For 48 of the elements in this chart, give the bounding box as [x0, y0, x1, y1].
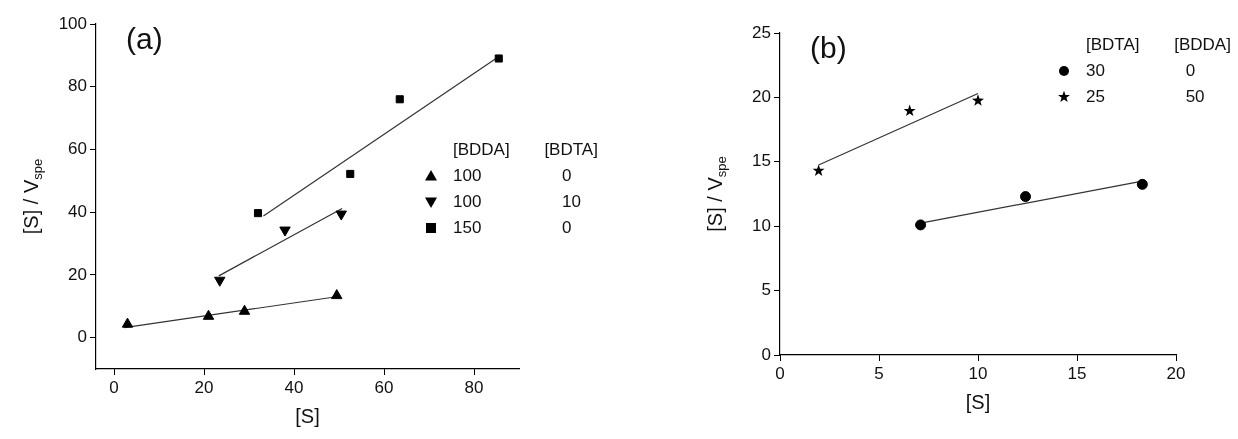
- y-tick-label: 80: [68, 76, 87, 96]
- point: [494, 54, 503, 63]
- point: [253, 209, 263, 218]
- legend-label: 25 50: [1086, 86, 1205, 106]
- x-axis-title: [S]: [965, 390, 991, 413]
- chart-title: (a): [126, 22, 163, 56]
- x-axis-title: [S]: [295, 404, 320, 427]
- x-tick-label: 5: [874, 363, 884, 383]
- legend-label: 100 0: [453, 165, 572, 185]
- y-tick-label: 20: [68, 264, 87, 284]
- point: [812, 164, 825, 176]
- x-tick-label: 15: [1067, 363, 1087, 383]
- y-tick-label: 5: [761, 280, 771, 300]
- y-tick-label: 40: [68, 201, 87, 221]
- legend-title: [BDTA] [BDDA]: [1086, 34, 1231, 54]
- point: [202, 309, 215, 320]
- y-tick-label: 100: [58, 13, 87, 33]
- point: [346, 169, 355, 178]
- x-tick-label: 20: [194, 377, 214, 397]
- y-tick-label: 20: [752, 87, 771, 107]
- y-axis-title: [S] / Vspe: [703, 156, 729, 232]
- point: [1136, 178, 1148, 190]
- y-tick-label: 25: [752, 22, 771, 42]
- chart-title: (b): [810, 31, 847, 65]
- x-tick-label: 10: [968, 363, 988, 383]
- legend-title: [BDDA] [BDTA]: [453, 139, 598, 159]
- y-tick-label: 15: [752, 151, 771, 171]
- y-tick-label: 0: [761, 344, 771, 364]
- y-tick-label: 10: [752, 215, 771, 235]
- point: [915, 219, 927, 231]
- y-tick-label: 0: [77, 327, 87, 347]
- x-tick-label: 20: [1166, 363, 1186, 383]
- x-tick-label: 0: [775, 363, 785, 383]
- point: [1020, 191, 1032, 203]
- y-tick-label: 60: [68, 139, 87, 159]
- y-axis-title: [S] / Vspe: [19, 158, 45, 235]
- x-tick-label: 80: [464, 377, 484, 397]
- legend-label: 150 0: [453, 217, 572, 237]
- legend-label: 30 0: [1086, 60, 1196, 80]
- point: [121, 317, 134, 328]
- x-tick-label: 60: [374, 377, 394, 397]
- point: [238, 304, 251, 315]
- point: [395, 95, 404, 104]
- point: [331, 289, 343, 300]
- x-tick-label: 40: [284, 377, 304, 397]
- x-tick-label: 0: [109, 377, 119, 397]
- point: [903, 104, 916, 117]
- legend-label: 100 10: [453, 191, 581, 211]
